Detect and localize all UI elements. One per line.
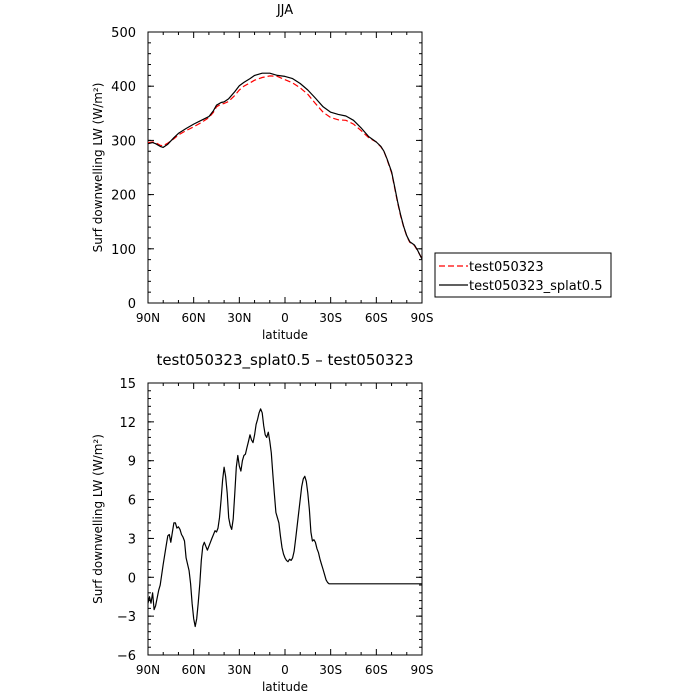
x-tick-label: 60S (365, 663, 388, 677)
x-tick-label: 30N (227, 663, 251, 677)
x-tick-label: 30S (319, 663, 342, 677)
legend: test050323 test050323_splat0.5 (434, 252, 612, 298)
plot-frame (147, 382, 423, 656)
y-tick-label: 100 (111, 243, 136, 258)
x-tick-label: 60S (365, 311, 388, 325)
y-tick-label: 200 (111, 189, 136, 204)
y-tick-label: 6 (128, 494, 136, 509)
x-tick-label: 90S (411, 663, 434, 677)
legend-entry: test050323_splat0.5 (469, 279, 602, 294)
y-tick-label: 0 (128, 297, 136, 312)
y-tick-label: 12 (119, 416, 136, 431)
legend-box (434, 252, 612, 298)
y-tick-label: 15 (119, 377, 136, 392)
y-tick-label: 0 (128, 571, 136, 586)
y-tick-label: 500 (111, 26, 136, 41)
top-chart-panel: 90N 60N 30N 0 30S 60S 90S 0 100 200 300 400 500 JJA la… (91, 3, 433, 342)
plot-frame (147, 31, 423, 304)
x-axis-label: latitude (262, 328, 308, 342)
x-tick-label: 30N (227, 311, 251, 325)
x-tick-label: 90N (136, 311, 160, 325)
series-line-test050323_splat0.5 (147, 72, 423, 260)
x-tick-label: 0 (281, 663, 289, 677)
y-tick-label: 3 (128, 532, 136, 547)
y-tick-label: 9 (128, 455, 136, 470)
y-tick-label: 400 (111, 80, 136, 95)
x-tick-label: 30S (319, 311, 342, 325)
bottom-chart-panel: 90N 60N 30N 0 30S 60S 90S −6 −3 0 3 6 9 12 15 test05032… (91, 351, 433, 694)
legend-entry: test050323 (469, 260, 544, 275)
y-tick-label: −6 (117, 649, 136, 664)
x-tick-label: 0 (281, 311, 289, 325)
y-tick-label: −3 (117, 610, 136, 625)
y-axis-label: Surf downwelling LW (W/m²) (91, 83, 105, 253)
chart-title: test050323_splat0.5 – test050323 (156, 351, 413, 370)
y-tick-label: 300 (111, 134, 136, 149)
x-tick-label: 90S (411, 311, 434, 325)
x-axis-label: latitude (262, 680, 308, 694)
y-axis-label: Surf downwelling LW (W/m²) (91, 434, 105, 604)
chart-title: JJA (276, 3, 293, 18)
series-line-difference (147, 408, 422, 628)
x-tick-label: 90N (136, 663, 160, 677)
series-line-test050323 (147, 75, 423, 259)
x-tick-label: 60N (182, 311, 206, 325)
x-tick-label: 60N (182, 663, 206, 677)
